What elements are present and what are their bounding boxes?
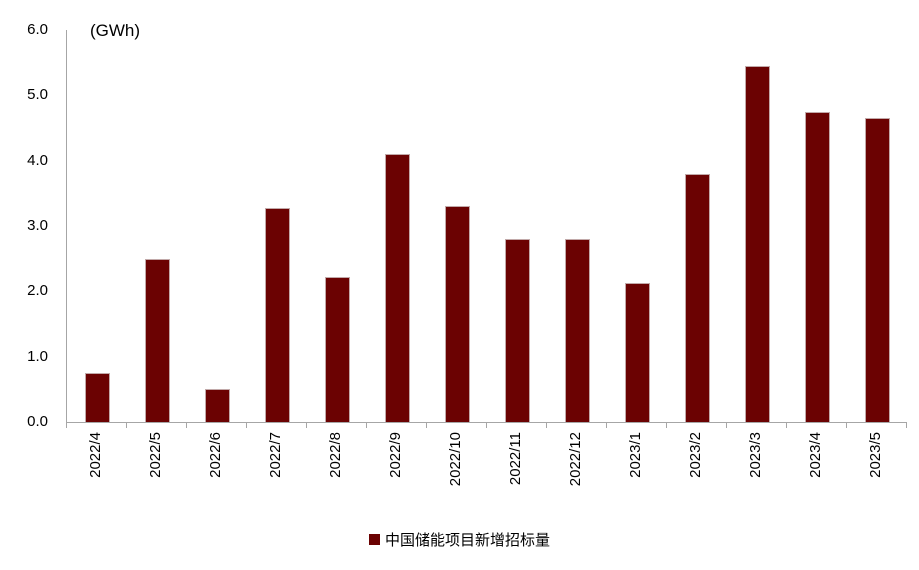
x-tick-label: 2022/7 — [267, 432, 284, 478]
bar-2022-5 — [144, 259, 170, 422]
legend-swatch — [368, 534, 380, 545]
x-tick-label: 2023/3 — [747, 432, 764, 478]
x-tick-label: 2023/2 — [687, 432, 704, 478]
y-axis-unit-label: (GWh) — [90, 21, 141, 40]
x-tick-label: 2022/10 — [447, 432, 464, 487]
x-tick-label: 2023/5 — [867, 432, 884, 478]
x-tick-label: 2022/9 — [387, 432, 404, 478]
x-tick-mark — [306, 423, 307, 428]
x-tick-label: 2022/6 — [207, 432, 224, 478]
bar-2023-1 — [624, 283, 650, 422]
x-tick-mark — [486, 423, 487, 428]
x-tick-mark — [726, 423, 727, 428]
bar-2022-12 — [564, 239, 590, 422]
x-tick-mark — [606, 423, 607, 428]
bar-2022-7 — [264, 208, 290, 422]
x-tick-label: 2023/4 — [807, 432, 824, 478]
bar-2022-4 — [84, 373, 110, 422]
bar-2023-3 — [744, 66, 770, 422]
y-tick-label: 5.0 — [27, 86, 48, 104]
bar-2023-4 — [804, 112, 830, 422]
bar-2023-5 — [864, 118, 890, 422]
x-tick-mark — [666, 423, 667, 428]
y-tick-label: 3.0 — [27, 217, 48, 234]
y-tick-label: 4.0 — [27, 151, 48, 169]
plot-area — [66, 30, 907, 423]
y-tick-label: 2.0 — [27, 282, 48, 300]
bar-2022-6 — [204, 389, 230, 422]
x-tick-label: 2022/11 — [507, 432, 524, 486]
x-tick-label: 2022/4 — [87, 432, 104, 478]
x-tick-mark — [186, 423, 187, 428]
x-tick-mark — [246, 423, 247, 428]
bar-2022-10 — [444, 206, 470, 422]
bar-2022-11 — [504, 239, 530, 422]
legend-label: 中国储能项目新增招标量 — [384, 532, 550, 549]
y-tick-label: 1.0 — [27, 347, 48, 365]
x-tick-mark — [786, 423, 787, 428]
bar-2022-8 — [324, 277, 350, 422]
x-tick-mark — [426, 423, 427, 428]
y-tick-label: 0.0 — [27, 413, 48, 430]
x-tick-label: 2022/12 — [567, 432, 584, 487]
x-tick-label: 2023/1 — [627, 432, 644, 478]
x-tick-mark — [846, 423, 847, 428]
x-tick-label: 2022/8 — [327, 432, 344, 478]
x-tick-mark — [906, 423, 907, 428]
x-tick-mark — [546, 423, 547, 428]
x-tick-label: 2022/5 — [147, 432, 164, 478]
x-tick-mark — [66, 423, 67, 428]
bar-2022-9 — [384, 154, 410, 422]
y-tick-label: 6.0 — [27, 21, 48, 38]
bar-2023-2 — [684, 174, 710, 422]
legend: 中国储能项目新增招标量 — [0, 529, 919, 550]
x-tick-mark — [126, 423, 127, 428]
x-tick-mark — [366, 423, 367, 428]
